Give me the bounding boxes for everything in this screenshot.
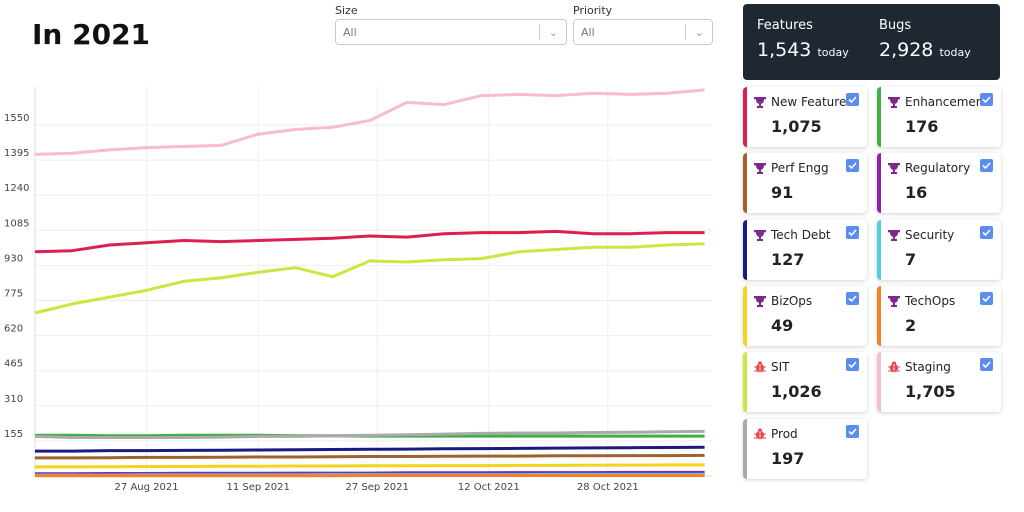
series-line	[34, 229, 705, 254]
checkbox[interactable]	[846, 225, 859, 239]
checkbox[interactable]	[980, 93, 993, 106]
x-tick-label: 12 Oct 2021	[458, 482, 520, 493]
y-tick-label: 1395	[4, 148, 29, 159]
size-select[interactable]: All ⌄	[335, 19, 567, 45]
legend-card[interactable]: New Feature 1,075	[743, 87, 867, 147]
checkbox[interactable]	[846, 93, 859, 106]
legend-card[interactable]: Regulatory 16	[877, 153, 1001, 214]
legend-total: 176	[905, 117, 939, 136]
legend-label: Staging	[905, 360, 951, 375]
series-line	[35, 453, 705, 460]
summary-label: Features	[757, 18, 813, 33]
page-title: In 2021	[32, 18, 151, 51]
summary-item: Features 1,543 today	[757, 18, 849, 61]
summary-panel: Features 1,543 today Bugs 2,928 today	[743, 4, 1000, 80]
feature-icon	[754, 295, 766, 307]
legend-card[interactable]: TechOps 2	[877, 285, 1001, 346]
legend-total: 16	[905, 183, 928, 203]
y-tick-label: 620	[4, 324, 23, 335]
legend-label: SIT	[771, 360, 790, 375]
y-tick-label: 465	[4, 359, 23, 370]
summary-value: 2,928	[879, 39, 934, 61]
series-line	[34, 88, 705, 156]
summary-value: 1,543	[757, 39, 812, 61]
legend-total: 1,705	[905, 382, 956, 402]
feature-icon	[754, 163, 766, 175]
x-tick-label: 27 Aug 2021	[115, 482, 179, 493]
feature-icon	[888, 97, 900, 108]
legend-total: 127	[771, 249, 805, 269]
legend-label: Prod	[771, 426, 798, 441]
series-line	[34, 242, 705, 315]
legend-card[interactable]: Perf Engg 91	[743, 153, 867, 214]
filter-label: Priority	[573, 4, 613, 17]
legend-card[interactable]: Prod 197	[743, 418, 867, 479]
legend-card[interactable]: BizOps 49	[743, 285, 867, 346]
y-tick-label: 930	[4, 253, 23, 264]
summary-suffix: today	[817, 46, 849, 59]
y-tick-label: 775	[4, 288, 23, 299]
checkbox[interactable]	[980, 358, 993, 372]
legend-label: New Feature	[771, 95, 847, 109]
legend-label: Perf Engg	[771, 161, 829, 176]
legend-label: Regulatory	[905, 161, 971, 176]
feature-icon	[754, 229, 766, 241]
y-tick-label: 1085	[4, 218, 29, 229]
legend-card[interactable]: Staging 1,705	[877, 352, 1001, 413]
legend-total: 1,075	[771, 117, 822, 136]
summary-label: Bugs	[879, 18, 912, 33]
legend-label: Tech Debt	[771, 227, 831, 242]
legend-total: 7	[905, 249, 917, 269]
legend-card[interactable]: Tech Debt 127	[743, 219, 867, 280]
bug-icon	[754, 428, 766, 439]
legend-label: Enhancement	[905, 95, 989, 109]
feature-icon	[888, 163, 900, 175]
feature-icon	[754, 97, 766, 108]
checkbox[interactable]	[846, 358, 859, 372]
series-line	[35, 463, 705, 469]
bug-icon	[754, 361, 766, 373]
legend-total: 1,026	[771, 382, 822, 402]
x-tick-label: 11 Sep 2021	[226, 482, 289, 493]
checkbox[interactable]	[846, 291, 859, 305]
summary-item: Bugs 2,928 today	[879, 18, 971, 61]
legend-card[interactable]: Enhancement 176	[877, 87, 1001, 147]
filter-label: Size	[335, 4, 358, 17]
x-tick-label: 27 Sep 2021	[346, 482, 409, 493]
legend-label: TechOps	[905, 293, 956, 308]
legend-total: 2	[905, 315, 917, 335]
bug-icon	[888, 361, 900, 373]
series-line	[34, 429, 705, 439]
checkbox[interactable]	[980, 225, 993, 239]
y-tick-label: 310	[4, 394, 23, 405]
y-tick-label: 155	[4, 429, 23, 440]
legend-total: 49	[771, 315, 794, 335]
select-value: All	[581, 26, 595, 39]
legend-label: BizOps	[771, 293, 813, 308]
y-tick-label: 1240	[4, 183, 29, 194]
summary-suffix: today	[939, 46, 971, 59]
series-line	[35, 445, 705, 453]
feature-icon	[888, 229, 900, 241]
feature-icon	[888, 295, 900, 307]
legend-card[interactable]: SIT 1,026	[743, 352, 867, 413]
priority-select[interactable]: All ⌄	[573, 19, 713, 45]
checkbox[interactable]	[980, 291, 993, 305]
checkbox[interactable]	[846, 424, 859, 438]
legend-total: 197	[771, 448, 805, 468]
checkbox[interactable]	[980, 159, 993, 173]
y-tick-label: 1550	[4, 113, 29, 124]
checkbox[interactable]	[846, 159, 859, 173]
legend-total: 91	[771, 183, 794, 203]
x-tick-label: 28 Oct 2021	[577, 482, 639, 493]
legend-label: Security	[905, 227, 955, 242]
legend-card[interactable]: Security 7	[877, 219, 1001, 280]
select-value: All	[343, 26, 357, 39]
chart: 155 310 465 620 775 930 1085 1240 1395 1550 27 Aug…	[4, 86, 712, 493]
